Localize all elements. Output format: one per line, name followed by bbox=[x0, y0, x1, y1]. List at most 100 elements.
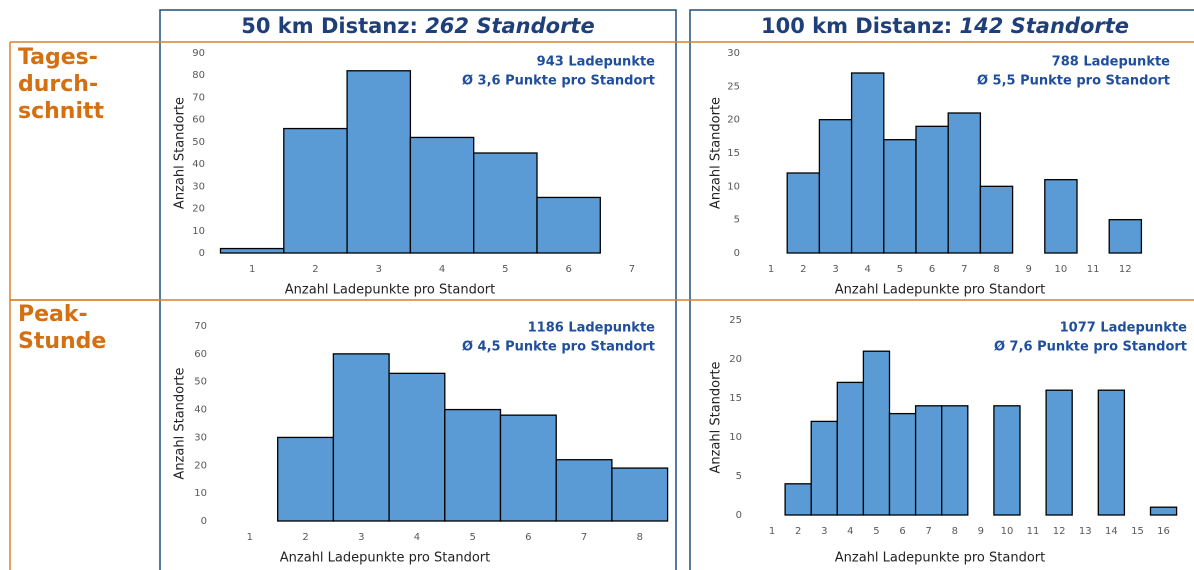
x-tick-label: 7 bbox=[925, 526, 931, 537]
x-tick-label: 2 bbox=[795, 526, 801, 537]
annotation: Ø 3,6 Punkte pro Standort bbox=[462, 74, 655, 89]
y-tick-label: 5 bbox=[736, 471, 742, 482]
header-label: 100 km Distanz: bbox=[761, 14, 952, 38]
bar bbox=[993, 405, 1021, 516]
x-tick-label: 15 bbox=[1131, 526, 1144, 537]
x-tick-label: 4 bbox=[439, 264, 445, 275]
bar bbox=[444, 408, 502, 522]
x-tick-label: 4 bbox=[865, 264, 871, 275]
bar bbox=[818, 119, 853, 254]
y-tick-label: 0 bbox=[734, 248, 740, 259]
x-tick-label: 6 bbox=[525, 532, 531, 543]
bar bbox=[1149, 506, 1178, 516]
annotation: 943 Ladepunkte bbox=[537, 55, 656, 70]
bar bbox=[473, 152, 538, 254]
x-tick-label: 3 bbox=[358, 532, 364, 543]
row-label: schnitt bbox=[18, 99, 105, 124]
column-box bbox=[689, 9, 1194, 570]
row-label: durch- bbox=[18, 72, 98, 97]
x-tick-label: 8 bbox=[993, 264, 999, 275]
x-tick-label: 9 bbox=[1026, 264, 1032, 275]
bar bbox=[810, 420, 838, 516]
row-label: Peak- bbox=[18, 302, 88, 327]
y-tick-label: 70 bbox=[194, 321, 207, 332]
x-tick-label: 1 bbox=[768, 264, 774, 275]
annotation: Ø 4,5 Punkte pro Standort bbox=[462, 340, 655, 355]
bar bbox=[1108, 219, 1143, 254]
x-tick-label: 5 bbox=[502, 264, 508, 275]
x-tick-label: 16 bbox=[1157, 526, 1170, 537]
bar bbox=[836, 381, 865, 516]
y-tick-label: 60 bbox=[194, 349, 207, 360]
bar bbox=[883, 139, 917, 254]
bar bbox=[888, 412, 917, 516]
x-tick-label: 7 bbox=[629, 264, 635, 275]
bar bbox=[1097, 389, 1126, 516]
column-box bbox=[159, 9, 677, 570]
y-axis-label: Anzahl Standorte bbox=[709, 361, 724, 473]
x-tick-label: 1 bbox=[249, 264, 255, 275]
y-tick-label: 70 bbox=[192, 92, 205, 103]
x-tick-label: 8 bbox=[952, 526, 958, 537]
bar bbox=[915, 125, 949, 254]
column-header: 100 km Distanz: 142 Standorte bbox=[761, 14, 1129, 38]
bar bbox=[850, 72, 885, 254]
y-tick-label: 5 bbox=[734, 215, 740, 226]
x-tick-label: 6 bbox=[929, 264, 935, 275]
y-tick-label: 30 bbox=[194, 432, 207, 443]
x-tick-label: 1 bbox=[247, 532, 253, 543]
y-tick-label: 15 bbox=[727, 148, 740, 159]
y-tick-label: 40 bbox=[194, 405, 207, 416]
x-tick-label: 14 bbox=[1105, 526, 1118, 537]
y-tick-label: 20 bbox=[727, 115, 740, 126]
y-tick-label: 0 bbox=[199, 248, 205, 259]
annotation: Ø 7,6 Punkte pro Standort bbox=[994, 340, 1187, 355]
x-tick-label: 5 bbox=[873, 526, 879, 537]
x-tick-label: 2 bbox=[800, 264, 806, 275]
bar bbox=[555, 459, 613, 522]
bar bbox=[283, 127, 348, 254]
x-tick-label: 12 bbox=[1053, 526, 1066, 537]
y-axis-label: Anzahl Standorte bbox=[173, 367, 188, 479]
y-tick-label: 50 bbox=[192, 137, 205, 148]
x-tick-label: 4 bbox=[847, 526, 853, 537]
x-tick-label: 7 bbox=[961, 264, 967, 275]
header-label: 50 km Distanz: bbox=[241, 14, 418, 38]
x-tick-label: 2 bbox=[302, 532, 308, 543]
x-tick-label: 3 bbox=[832, 264, 838, 275]
y-tick-label: 10 bbox=[194, 488, 207, 499]
x-tick-label: 11 bbox=[1087, 264, 1100, 275]
y-tick-label: 25 bbox=[727, 81, 740, 92]
bar bbox=[536, 196, 601, 254]
x-axis-label: Anzahl Ladepunkte pro Standort bbox=[285, 283, 495, 298]
bar bbox=[784, 483, 812, 516]
y-tick-label: 0 bbox=[201, 516, 207, 527]
bar bbox=[409, 136, 475, 254]
bar bbox=[219, 247, 285, 254]
bar bbox=[979, 185, 1014, 254]
y-tick-label: 25 bbox=[729, 315, 742, 326]
y-tick-label: 40 bbox=[192, 159, 205, 170]
x-tick-label: 11 bbox=[1027, 526, 1040, 537]
x-tick-label: 4 bbox=[414, 532, 420, 543]
row-label: Tages- bbox=[18, 45, 98, 70]
y-tick-label: 20 bbox=[729, 354, 742, 365]
x-axis-label: Anzahl Ladepunkte pro Standort bbox=[280, 551, 490, 566]
x-tick-label: 13 bbox=[1079, 526, 1092, 537]
bar bbox=[1044, 179, 1078, 254]
x-tick-label: 12 bbox=[1119, 264, 1132, 275]
bar bbox=[346, 70, 412, 254]
row-label: Stunde bbox=[18, 329, 106, 354]
column-header: 50 km Distanz: 262 Standorte bbox=[241, 14, 594, 38]
x-axis-label: Anzahl Ladepunkte pro Standort bbox=[835, 551, 1045, 566]
annotation: 788 Ladepunkte bbox=[1052, 55, 1171, 70]
annotation: 1186 Ladepunkte bbox=[528, 321, 656, 336]
y-tick-label: 30 bbox=[192, 181, 205, 192]
y-tick-label: 80 bbox=[192, 70, 205, 81]
y-tick-label: 10 bbox=[729, 432, 742, 443]
x-tick-label: 5 bbox=[897, 264, 903, 275]
x-tick-label: 2 bbox=[312, 264, 318, 275]
bar bbox=[947, 112, 982, 254]
y-tick-label: 50 bbox=[194, 377, 207, 388]
y-tick-label: 0 bbox=[736, 510, 742, 521]
